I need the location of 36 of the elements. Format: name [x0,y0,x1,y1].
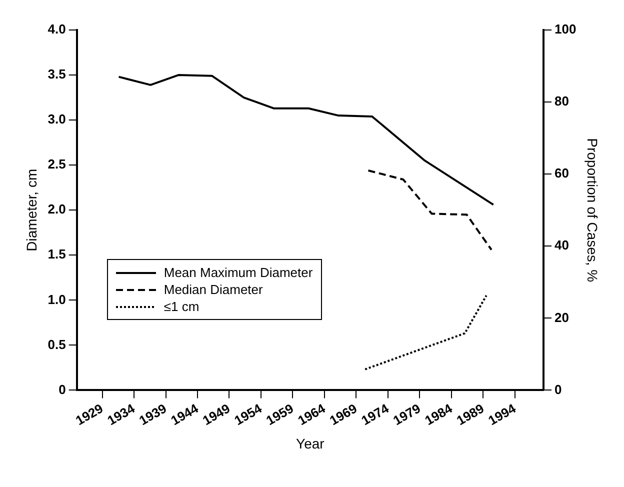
y-tick-label: 2.5 [48,156,66,172]
y-tick-label: 3.5 [48,66,66,82]
y-tick-label: 4.0 [48,22,66,37]
y-tick-label: 2.0 [48,202,66,217]
x-tick-label: 1954 [232,400,265,428]
legend-label: Median Diameter [164,281,263,298]
legend-label: ≤1 cm [164,298,200,316]
x-tick-label: 1949 [200,400,233,428]
y2-tick-label: 60 [554,166,569,181]
x-tick-label: 1979 [390,400,423,428]
y2-axis-title: Proportion of Cases, % [584,138,601,282]
y2-tick-label: 80 [554,94,569,109]
y2-tick-label: 20 [554,310,569,325]
x-tick-label: 1959 [263,400,296,428]
x-tick-label: 1994 [486,400,519,428]
x-tick-label: 1984 [422,400,456,428]
x-tick-label: 1974 [358,400,392,428]
y-axis-title: Diameter, cm [23,168,40,252]
x-tick-label: 1969 [326,400,360,428]
y-tick-label: 1.5 [48,246,66,262]
x-tick-label: 1964 [295,400,328,428]
x-tick-label: 1944 [168,400,202,428]
y-tick-label: 3.0 [48,112,66,127]
y2-tick-label: 0 [554,382,562,397]
x-axis-title: Year [296,435,325,452]
x-tick-label: 1934 [104,400,138,428]
legend-label: Mean Maximum Diameter [164,264,313,282]
y2-tick-label: 40 [554,238,569,253]
y-tick-label: 0.5 [48,336,66,352]
y-tick-label: 0 [58,382,66,397]
x-tick-label: 1939 [136,400,170,428]
x-tick-label: 1989 [454,400,486,428]
y-tick-label: 1.0 [48,292,66,307]
y2-tick-label: 100 [554,22,576,37]
line-series [367,169,492,251]
x-tick-label: 1929 [73,400,106,428]
